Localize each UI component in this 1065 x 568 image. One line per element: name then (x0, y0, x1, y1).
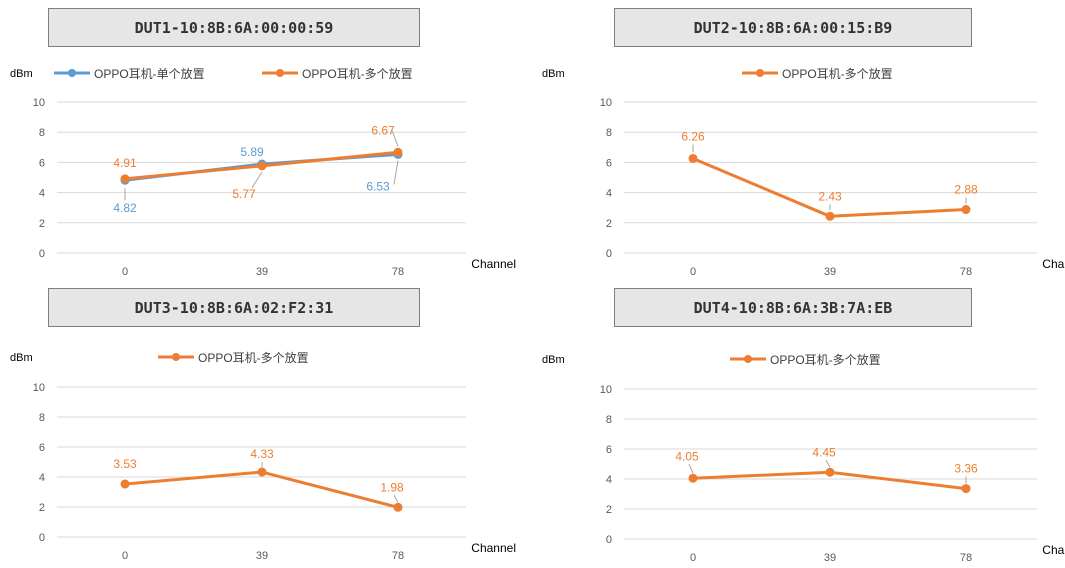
y-tick-label: 8 (39, 127, 45, 139)
legend-dot-marker (276, 69, 284, 77)
y-tick-label: 2 (606, 218, 612, 230)
data-label: 4.45 (812, 445, 836, 459)
y-axis-label: dBm (10, 352, 33, 364)
y-tick-label: 6 (39, 157, 45, 169)
chart-panel-dut1: DUT1-10:8B:6A:00:00:59 dBm Channel 0 2 4 6 8 10 0… (0, 0, 532, 284)
y-tick-label: 10 (600, 97, 612, 109)
data-label: 6.26 (681, 129, 705, 143)
data-point (393, 147, 403, 157)
y-tick-label: 6 (606, 157, 612, 169)
legend-label: OPPO耳机-多个放置 (198, 350, 309, 365)
data-point (825, 211, 835, 221)
data-label: 5.77 (232, 187, 256, 201)
y-tick-label: 10 (600, 384, 612, 396)
x-tick-label: 39 (256, 550, 268, 562)
x-tick-label: 78 (960, 552, 972, 564)
x-tick-label: 39 (256, 266, 268, 278)
chart-panel-dut4: DUT4-10:8B:6A:3B:7A:EB dBm Channel 0 2 4 6 8 10 0… (532, 284, 1065, 568)
legend-dot-marker (756, 69, 764, 77)
y-tick-label: 0 (606, 248, 612, 260)
x-axis-label: Channel (1042, 257, 1065, 271)
y-tick-label: 2 (39, 502, 45, 514)
chart-title: DUT3-10:8B:6A:02:F2:31 (48, 288, 420, 327)
data-label: 4.91 (113, 156, 137, 170)
leader-line (688, 464, 694, 474)
leader-line (391, 130, 399, 147)
leader-line (393, 160, 399, 185)
x-tick-label: 78 (960, 266, 972, 278)
legend-label: OPPO耳机-多个放置 (302, 66, 413, 81)
legend-label: OPPO耳机-多个放置 (782, 66, 893, 81)
x-axis-label: Channel (471, 257, 516, 271)
data-label: 4.33 (250, 447, 274, 461)
y-tick-label: 8 (39, 412, 45, 424)
x-tick-label: 78 (392, 266, 404, 278)
data-label: 1.98 (380, 480, 404, 494)
data-label: 4.82 (113, 201, 137, 215)
chart-title: DUT2-10:8B:6A:00:15:B9 (614, 8, 972, 47)
x-tick-label: 39 (824, 552, 836, 564)
y-tick-label: 6 (39, 442, 45, 454)
chart-svg: dBm Channel 0 2 4 6 8 10 0 39 78 OPPO耳机-多个放置 4.05 4.4… (542, 352, 1065, 564)
y-tick-label: 6 (606, 444, 612, 456)
chart-title: DUT4-10:8B:6A:3B:7A:EB (614, 288, 972, 327)
x-tick-label: 0 (122, 550, 128, 562)
data-point (393, 502, 403, 512)
y-axis-label: dBm (542, 354, 565, 366)
data-label: 4.05 (675, 449, 699, 463)
legend-dot-marker (68, 69, 76, 77)
data-label: 2.43 (818, 189, 842, 203)
y-tick-label: 4 (39, 188, 45, 200)
y-tick-label: 2 (606, 504, 612, 516)
data-label: 6.53 (366, 179, 390, 193)
data-label: 3.36 (954, 462, 978, 476)
y-tick-label: 8 (606, 414, 612, 426)
y-tick-label: 0 (39, 532, 45, 544)
y-tick-label: 2 (39, 218, 45, 230)
data-point (688, 473, 698, 483)
y-tick-label: 4 (39, 472, 45, 484)
data-label: 3.53 (113, 457, 137, 471)
data-point (825, 467, 835, 477)
y-tick-label: 0 (39, 248, 45, 260)
y-axis-label: dBm (542, 68, 565, 80)
y-tick-label: 10 (33, 97, 45, 109)
legend-dot-marker (172, 353, 180, 361)
y-tick-label: 10 (33, 382, 45, 394)
chart-svg: dBm Channel 0 2 4 6 8 10 0 39 78 OPPO耳机-多个放置 6.26 2.4… (542, 66, 1065, 278)
data-point (120, 174, 130, 184)
data-label: 2.88 (954, 183, 978, 197)
data-label: 5.89 (240, 145, 264, 159)
x-tick-label: 39 (824, 266, 836, 278)
x-tick-label: 0 (690, 266, 696, 278)
data-point (961, 484, 971, 494)
x-axis-label: Channel (471, 541, 516, 555)
legend-dot-marker (744, 355, 752, 363)
x-tick-label: 78 (392, 550, 404, 562)
leader-line (825, 460, 831, 468)
chart-panel-dut2: DUT2-10:8B:6A:00:15:B9 dBm Channel 0 2 4 6 8 10 0… (532, 0, 1065, 284)
data-point (120, 479, 130, 489)
y-tick-label: 4 (606, 474, 612, 486)
leader-line (251, 171, 263, 189)
chart-svg: dBm Channel 0 2 4 6 8 10 0 39 78 OPPO耳机-单个放置 OPPO耳机-… (10, 66, 516, 278)
data-point (961, 205, 971, 215)
chart-svg: dBm Channel 0 2 4 6 8 10 0 39 78 OPPO耳机-多个放置 3.53 4.3… (10, 350, 516, 562)
data-point (257, 467, 267, 477)
x-tick-label: 0 (690, 552, 696, 564)
data-label: 6.67 (371, 123, 395, 137)
legend-label: OPPO耳机-多个放置 (770, 352, 881, 367)
chart-title: DUT1-10:8B:6A:00:00:59 (48, 8, 420, 47)
data-point (257, 161, 267, 171)
y-tick-label: 4 (606, 188, 612, 200)
chart-panel-dut3: DUT3-10:8B:6A:02:F2:31 dBm Channel 0 2 4 6 8 10 0… (0, 284, 532, 568)
x-axis-label: Channel (1042, 543, 1065, 557)
y-tick-label: 8 (606, 127, 612, 139)
x-tick-label: 0 (122, 266, 128, 278)
legend-label: OPPO耳机-单个放置 (94, 66, 205, 81)
leader-line (393, 495, 399, 503)
data-point (688, 153, 698, 163)
y-tick-label: 0 (606, 534, 612, 546)
y-axis-label: dBm (10, 68, 33, 80)
